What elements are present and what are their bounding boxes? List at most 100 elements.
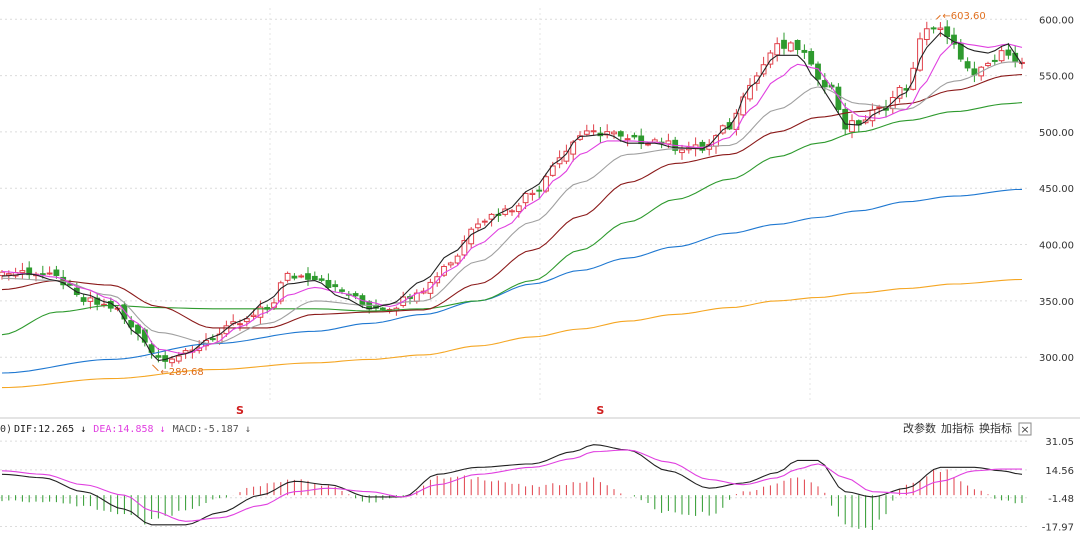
candle-up-body [434,276,441,284]
candle-down-body [944,26,951,38]
macd-lines [1,444,1023,526]
candle [12,267,19,280]
ma-gray-line [1,61,1022,345]
candle-down-body [26,267,33,276]
candle [529,189,536,201]
candle-up-body [787,42,794,52]
candle-down-body [808,51,815,65]
macd-legend-item: DIF:12.265 ↓ [14,424,86,435]
candle-down-body [794,39,801,51]
candle-up-body [740,96,747,116]
price-panel [0,20,1025,369]
price-tick-label: 300.00 [1039,353,1074,364]
low-price-label: ←289.68 [160,367,203,378]
candle [434,272,441,287]
candle-up-body [46,272,53,275]
candle [937,22,944,37]
candle [896,85,903,103]
ma-orange-line [1,278,1023,389]
candle-up-body [611,131,617,135]
switch-indicator-button[interactable]: 换指标 [979,421,1012,435]
candle-up-body [481,220,488,223]
candle-up-body [747,84,753,100]
moving-averages [1,32,1023,389]
dea-line [1,449,1022,522]
candle [1019,57,1025,69]
close-button[interactable]: × [1018,422,1032,436]
ma-blue-line [1,188,1023,374]
candle [971,61,978,83]
candle-up-body [849,120,855,133]
candle-up-body [910,67,917,90]
candle-up-body [509,210,515,213]
candle [855,119,862,132]
macd-tick-label: -1.48 [1048,494,1074,505]
candle-up-body [475,223,481,229]
candle [94,293,101,311]
candle [617,130,624,143]
edit-params-button[interactable]: 改参数 [903,421,936,435]
candle-down-body [209,338,216,341]
candle-up-body [937,27,944,30]
candle-up-body [284,272,291,281]
candle [169,356,175,367]
candle [706,139,713,156]
candle [849,114,855,139]
candle-down-body [801,49,808,53]
macd-tick-label: 14.56 [1045,466,1074,477]
candle-up-body [87,297,94,302]
candle-up-body [753,75,760,84]
candle [325,273,332,290]
close-button-frame [1018,422,1032,436]
candle [910,61,917,91]
candle [284,271,291,283]
candle [1005,42,1012,60]
candle-up-body [998,50,1005,62]
candle [311,271,318,281]
candle [318,275,325,283]
candle-up-body [5,273,12,276]
candle [461,235,468,259]
candle [787,41,794,53]
candle [611,129,617,139]
price-tick-label: 450.00 [1039,184,1074,195]
candle-up-body [549,165,556,176]
candle-up-body [923,28,930,40]
candle [468,227,475,249]
add-indicator-button[interactable]: 加指标 [941,421,974,435]
candle-up-body [19,270,26,274]
high-marker-arrow [936,14,941,20]
candle [978,65,985,81]
candle [46,266,53,276]
candle [794,39,801,55]
candle [39,265,46,279]
candle-down-body [842,108,849,130]
candle [590,124,597,136]
candle-up-body [563,150,570,162]
candle-up-body [237,323,243,326]
candle [332,280,339,292]
candle-down-body [325,279,332,288]
candle-down-body [291,275,298,279]
candle [488,212,495,227]
candle [583,124,590,137]
candle [481,218,488,226]
candle [454,253,461,265]
candle [665,133,672,149]
candle [699,139,706,154]
candle [828,82,835,90]
candle [305,267,311,286]
macd-legend: 0) DIF:12.265 ↓ DEA:14.858 ↓ MACD:-5.187 ↓ [0,424,251,435]
candle-up-body [583,130,590,135]
candle-down-body [835,86,842,110]
macd-tick-label: 31.05 [1045,437,1074,448]
ma-magenta-line [1,41,1023,355]
candle [26,261,33,280]
macd-legend-item: MACD:-5.187 ↓ [173,424,251,435]
candle-up-body [461,240,468,256]
indicator-toolbar: 改参数 加指标 换指标 × [903,421,1032,436]
signal-marker: S [236,404,244,417]
candle-up-body [896,87,903,99]
candle [536,185,543,199]
candle-down-body [318,278,325,281]
